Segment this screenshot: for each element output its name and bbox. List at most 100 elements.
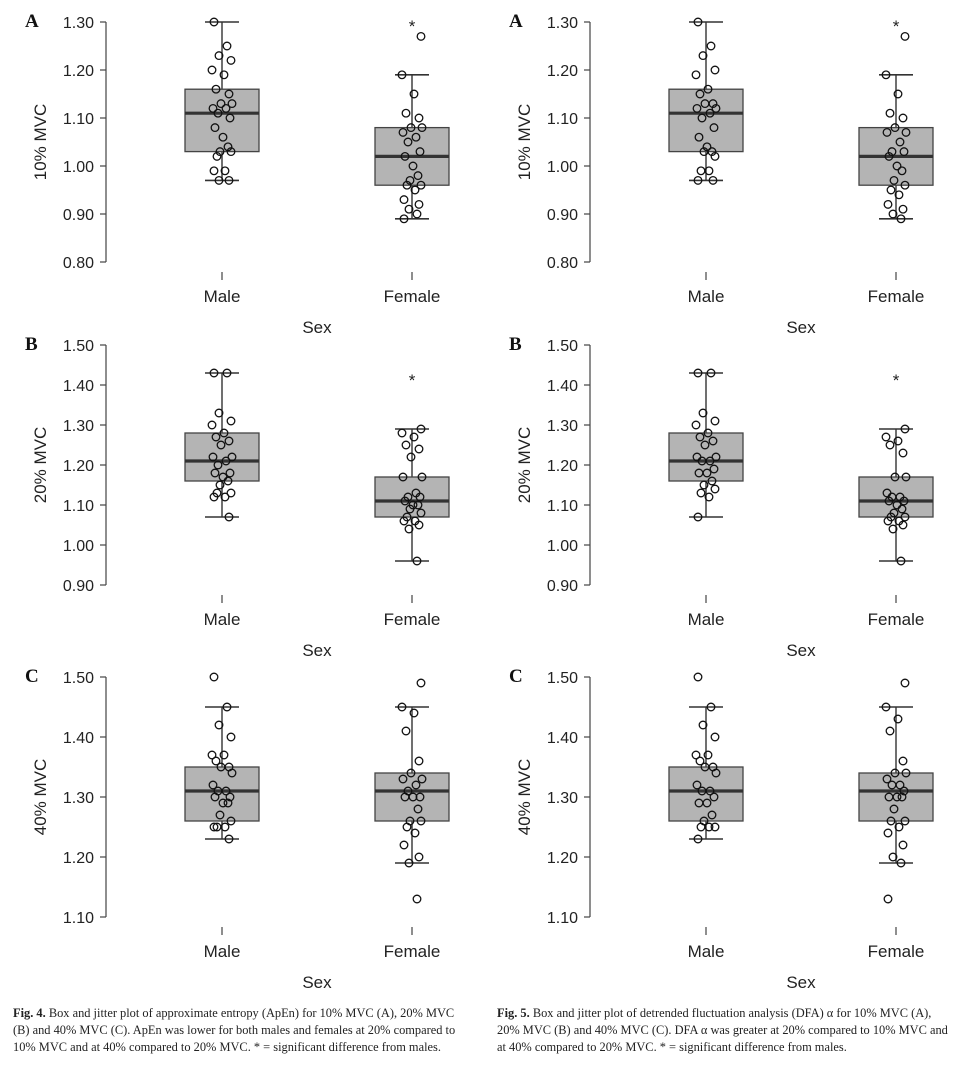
data-point (704, 492, 714, 502)
y-tick-label: 1.30 (63, 15, 94, 32)
data-point (413, 500, 423, 510)
data-point (898, 756, 908, 766)
data-point (417, 123, 427, 133)
data-point (897, 792, 907, 802)
panel-fig5-b: B 0.90 1.00 1.10 1.20 1.30 1.40 1.50 20% MVC Male… (509, 334, 934, 660)
data-point (219, 750, 229, 760)
box-iqr (668, 432, 744, 482)
data-point (711, 768, 721, 778)
data-point (695, 756, 705, 766)
data-point (226, 55, 236, 65)
data-point (220, 822, 230, 832)
box-iqr (374, 772, 450, 822)
data-point (223, 798, 233, 808)
data-point (412, 894, 422, 904)
data-point (411, 780, 421, 790)
y-tick-label: 1.20 (63, 850, 94, 867)
data-point (408, 792, 418, 802)
data-point (220, 492, 230, 502)
data-point (896, 556, 906, 566)
data-point (708, 175, 718, 185)
figure-5-caption-label: Fig. 5. (497, 1006, 530, 1020)
data-point (404, 858, 414, 868)
x-category-label-female: Female (384, 610, 441, 629)
data-point (223, 476, 233, 486)
data-point (693, 175, 703, 185)
x-category-label-male: Male (204, 287, 241, 306)
significance-star: * (409, 17, 416, 36)
y-tick-label: 1.30 (547, 15, 578, 32)
box-male-fig4-b (184, 368, 260, 522)
data-point (225, 468, 235, 478)
panel-letter-fig4-c: C (25, 666, 39, 687)
data-point (706, 41, 716, 51)
x-axis-title-fig5-b: Sex (786, 641, 816, 660)
x-category-label-male: Male (204, 942, 241, 961)
data-point (883, 516, 893, 526)
data-point (702, 142, 712, 152)
data-point (409, 432, 419, 442)
box-iqr (668, 766, 744, 822)
y-tick-label: 0.90 (547, 207, 578, 224)
data-point (698, 51, 708, 61)
data-point (901, 127, 911, 137)
data-point (416, 508, 426, 518)
data-point (410, 828, 420, 838)
data-point (693, 17, 703, 27)
data-point (884, 151, 894, 161)
data-point (410, 185, 420, 195)
data-point (707, 476, 717, 486)
figure-4-caption-label: Fig. 4. (13, 1006, 46, 1020)
x-axis-title-fig4-c: Sex (302, 973, 332, 992)
data-point (882, 774, 892, 784)
panel-fig4-b: B 0.90 1.00 1.10 1.20 1.30 1.40 1.50 20% MVC Male… (25, 334, 450, 660)
data-point (890, 123, 900, 133)
data-point (696, 488, 706, 498)
panel-fig5-c: C 1.10 1.20 1.30 1.40 1.50 40% MVC Male Female Se… (509, 666, 934, 992)
data-point (883, 199, 893, 209)
data-point (207, 750, 217, 760)
data-point (696, 166, 706, 176)
data-point (409, 708, 419, 718)
box-female-fig5-b: * (858, 371, 934, 566)
data-point (901, 768, 911, 778)
y-tick-label: 1.30 (547, 790, 578, 807)
data-point (227, 99, 237, 109)
y-tick-label: 1.10 (63, 111, 94, 128)
data-point (900, 816, 910, 826)
data-point (227, 452, 237, 462)
y-tick-label: 0.90 (63, 578, 94, 595)
data-point (691, 750, 701, 760)
data-point (209, 166, 219, 176)
y-tick-label: 1.20 (63, 63, 94, 80)
data-point (414, 852, 424, 862)
data-point (894, 822, 904, 832)
data-point (414, 444, 424, 454)
data-point (214, 175, 224, 185)
data-point (399, 195, 409, 205)
data-point (209, 672, 219, 682)
data-point (414, 756, 424, 766)
data-point (694, 132, 704, 142)
data-point (893, 89, 903, 99)
data-point (889, 804, 899, 814)
data-point (214, 720, 224, 730)
data-point (215, 147, 225, 157)
data-point (692, 103, 702, 113)
y-tick-label: 0.80 (547, 255, 578, 272)
data-point (213, 460, 223, 470)
data-point (224, 834, 234, 844)
box-male-fig4-a (184, 17, 260, 185)
data-point (702, 798, 712, 808)
data-point (898, 520, 908, 530)
box-female-fig5-a: * (858, 17, 934, 224)
x-axis-title-fig4-a: Sex (302, 318, 332, 337)
data-point (211, 432, 221, 442)
x-category-label-male: Male (688, 287, 725, 306)
data-point (706, 368, 716, 378)
data-point (709, 792, 719, 802)
data-point (710, 151, 720, 161)
figure-5-caption-text: Box and jitter plot of detrended fluctua… (497, 1006, 948, 1054)
data-point (883, 894, 893, 904)
data-point (417, 774, 427, 784)
